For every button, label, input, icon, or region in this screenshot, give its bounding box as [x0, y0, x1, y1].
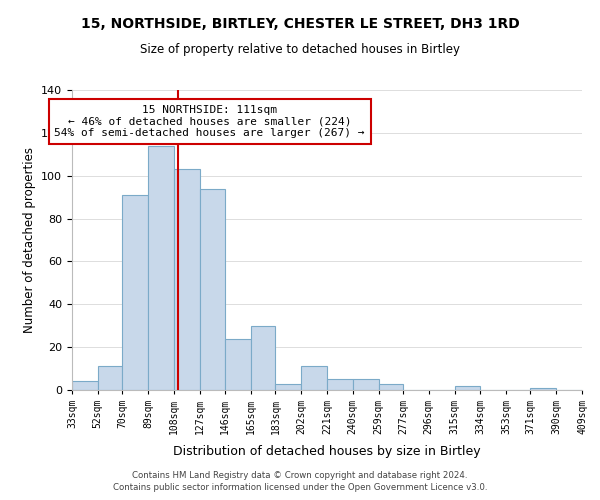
Bar	[72, 382, 98, 390]
Y-axis label: Number of detached properties: Number of detached properties	[23, 147, 35, 333]
Bar	[530, 388, 556, 390]
Bar	[251, 326, 275, 390]
Text: Contains public sector information licensed under the Open Government Licence v3: Contains public sector information licen…	[113, 483, 487, 492]
Bar	[301, 366, 327, 390]
Text: Size of property relative to detached houses in Birtley: Size of property relative to detached ho…	[140, 42, 460, 56]
Bar	[379, 384, 403, 390]
Text: 15 NORTHSIDE: 111sqm
← 46% of detached houses are smaller (224)
54% of semi-deta: 15 NORTHSIDE: 111sqm ← 46% of detached h…	[55, 105, 365, 138]
Bar	[327, 380, 353, 390]
Bar	[174, 170, 199, 390]
Text: Contains HM Land Registry data © Crown copyright and database right 2024.: Contains HM Land Registry data © Crown c…	[132, 472, 468, 480]
Bar	[148, 146, 174, 390]
Bar	[98, 366, 122, 390]
Bar	[122, 195, 148, 390]
Bar	[199, 188, 225, 390]
Bar	[275, 384, 301, 390]
Bar	[353, 380, 379, 390]
X-axis label: Distribution of detached houses by size in Birtley: Distribution of detached houses by size …	[173, 446, 481, 458]
Bar	[455, 386, 480, 390]
Text: 15, NORTHSIDE, BIRTLEY, CHESTER LE STREET, DH3 1RD: 15, NORTHSIDE, BIRTLEY, CHESTER LE STREE…	[80, 18, 520, 32]
Bar	[225, 338, 251, 390]
